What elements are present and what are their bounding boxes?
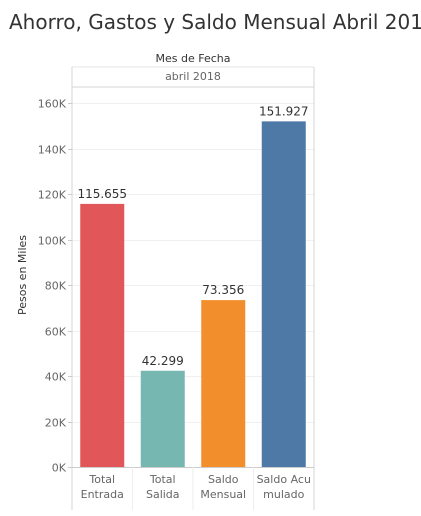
x-tick-label: Total	[88, 473, 115, 486]
x-tick-label: Saldo	[208, 473, 239, 486]
y-tick-label: 140K	[38, 144, 67, 157]
y-tick-label: 120K	[38, 189, 67, 202]
y-tick-label: 80K	[45, 280, 67, 293]
y-tick-label: 160K	[38, 98, 67, 111]
y-axis-title: Pesos en Miles	[16, 235, 29, 315]
y-tick-label: 100K	[38, 235, 67, 248]
x-tick-label: Salida	[146, 488, 180, 501]
y-tick-label: 0K	[52, 462, 67, 475]
column-header-field: Mes de Fecha	[156, 52, 231, 65]
x-axis: Total Entrada Total Salida Saldo Mensual Saldo…	[81, 467, 311, 510]
y-tick-label: 60K	[45, 326, 67, 339]
bars	[80, 121, 306, 467]
x-tick-label: mulado	[263, 488, 304, 501]
y-tick-label: 40K	[45, 371, 67, 384]
bar[interactable]	[261, 121, 306, 467]
x-tick-label: Mensual	[200, 488, 246, 501]
x-tick-label: Entrada	[81, 488, 124, 501]
data-label: 151.927	[259, 104, 309, 118]
chart-title: Ahorro, Gastos y Saldo Mensual Abril 201…	[9, 10, 421, 34]
x-tick-label: Total	[149, 473, 176, 486]
data-label: 115.655	[77, 187, 127, 201]
x-tick-label: Saldo Acu	[257, 473, 311, 486]
bar[interactable]	[80, 203, 125, 467]
column-header-value: abril 2018	[165, 70, 221, 83]
data-label: 42.299	[142, 354, 184, 368]
value-labels: 115.655 42.299 73.356 151.927	[77, 104, 308, 367]
y-axis: 0K 20K 40K 60K 80K 100K 120K 140K 160K	[38, 98, 72, 475]
y-tick-label: 20K	[45, 417, 67, 430]
data-label: 73.356	[202, 283, 244, 297]
bar[interactable]	[140, 370, 185, 467]
bar[interactable]	[201, 300, 246, 467]
